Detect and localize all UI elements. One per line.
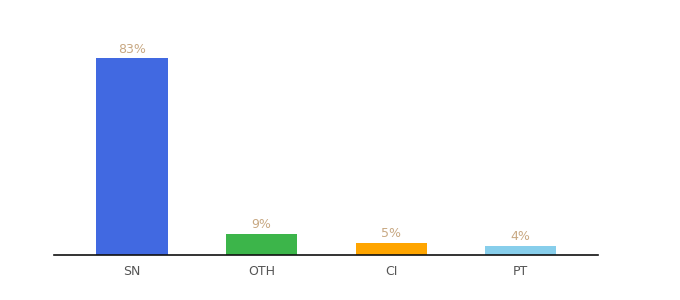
Text: 83%: 83%	[118, 43, 146, 56]
Text: 4%: 4%	[511, 230, 530, 243]
Bar	[356, 243, 427, 255]
Bar	[485, 245, 556, 255]
Text: 5%: 5%	[381, 227, 401, 240]
Text: 9%: 9%	[252, 218, 271, 231]
Bar	[97, 58, 168, 255]
Bar	[226, 234, 297, 255]
